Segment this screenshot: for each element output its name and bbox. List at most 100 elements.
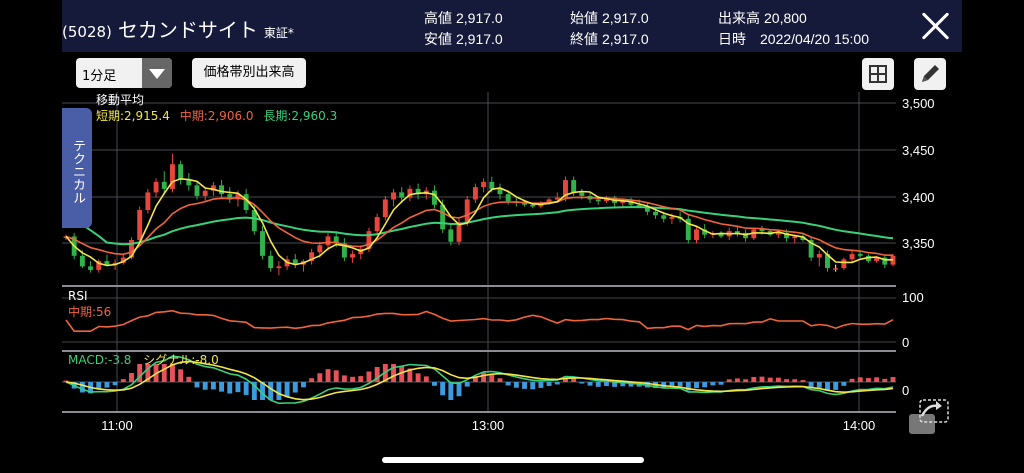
ma-legend: 短期:2,915.4 中期:2,906.0 長期:2,960.3 (96, 108, 337, 123)
stock-header: (5028) セカンドサイト 東証* 高値 2,917.0 安値 2,917.0 始値 2… (62, 0, 962, 52)
candle (341, 238, 347, 262)
macd-bar (374, 367, 380, 382)
y-tick-3500: 3,500 (902, 96, 935, 111)
macd-bar (890, 377, 896, 382)
quote-low: 安値 2,917.0 (424, 31, 503, 47)
quote-datetime: 日時 2022/04/20 15:00 (718, 31, 869, 47)
long-ma-label: 長期:2,960.3 (263, 109, 337, 123)
macd-bar (808, 382, 814, 388)
macd-bar (874, 377, 880, 382)
candle (382, 195, 388, 221)
macd-bar (849, 378, 855, 382)
candle (448, 224, 454, 246)
macd-bar (210, 382, 216, 390)
candle (260, 225, 265, 260)
macd-bar (694, 382, 699, 389)
grid-layout-button[interactable] (862, 58, 894, 90)
candle (472, 183, 478, 203)
candle (432, 185, 437, 209)
candle (808, 236, 814, 262)
macd-bar (186, 376, 192, 382)
candle (120, 254, 126, 265)
candle (202, 187, 208, 202)
candle (734, 225, 740, 237)
macd-bar (530, 382, 536, 390)
macd-bar (358, 376, 364, 382)
technical-tab[interactable]: テクニカル (62, 108, 92, 228)
candle (849, 250, 855, 263)
short-ma-label: 短期:2,915.4 (96, 109, 170, 123)
macd-bar (202, 382, 208, 390)
period-select[interactable]: 1分足 (76, 58, 172, 88)
macd-bar (260, 382, 265, 400)
macd-bar (284, 382, 290, 398)
candle (276, 261, 282, 276)
macd-bar (841, 382, 847, 386)
candle (145, 188, 151, 214)
candle (857, 252, 863, 258)
candle (153, 178, 159, 198)
macd-bar (145, 364, 151, 382)
expand-icon[interactable] (906, 396, 950, 436)
macd-bar (120, 379, 126, 382)
candle (816, 250, 822, 267)
macd-bar (309, 378, 315, 382)
period-label: 1分足 (82, 69, 117, 84)
grid-icon (869, 65, 887, 83)
volume-by-price-button[interactable]: 価格帯別出来高 (192, 58, 306, 88)
market-label: 東証* (263, 26, 294, 40)
macd-bar (595, 382, 601, 387)
edit-button[interactable] (914, 58, 946, 90)
chart-toolbar: 1分足 価格帯別出来高 (62, 52, 962, 92)
stock-title: (5028) セカンドサイト 東証* (62, 14, 294, 43)
y-tick-3350: 3,350 (902, 236, 935, 251)
macd-bar (759, 376, 765, 382)
macd-bar (63, 380, 69, 382)
macd-bar (497, 378, 503, 382)
x-tick-1400: 14:00 (843, 418, 876, 433)
macd-bar (432, 382, 437, 386)
macd-bar (391, 364, 396, 382)
macd-bar (104, 382, 110, 388)
macd-bar (235, 382, 241, 393)
macd-bar (333, 370, 339, 382)
macd-bar (399, 366, 405, 382)
rsi-reference-lines (62, 297, 896, 343)
macd-bar (325, 369, 331, 382)
rsi-panel-title: RSI (68, 289, 88, 303)
mid-ma-line (65, 196, 894, 256)
candle (104, 254, 110, 267)
macd-bar (300, 382, 306, 388)
macd-bar (161, 364, 167, 382)
candle (219, 180, 225, 198)
macd-bar (481, 372, 487, 382)
rsi-mid-label: 中期:56 (68, 304, 111, 319)
stock-name: セカンドサイト (117, 18, 258, 42)
home-indicator[interactable] (382, 457, 644, 463)
macd-bar (169, 364, 175, 382)
macd-bar (423, 376, 429, 382)
long-ma-line (65, 206, 894, 246)
macd-bar (833, 382, 839, 390)
rsi-tick-0: 0 (902, 335, 909, 350)
candle (644, 202, 650, 216)
candle (178, 160, 184, 185)
macd-bar (677, 382, 683, 387)
macd-bar (751, 377, 757, 382)
macd-bar (489, 374, 495, 382)
macd-bar (612, 382, 618, 387)
macd-bar (816, 382, 822, 388)
macd-bar (857, 377, 863, 382)
macd-bar (554, 382, 560, 385)
candle (882, 255, 888, 269)
candlesticks (63, 153, 896, 276)
macd-bar (792, 379, 798, 382)
quote-volume: 出来高 20,800 (718, 10, 807, 26)
macd-bar (784, 379, 790, 382)
chevron-down-icon (142, 58, 172, 88)
macd-bar (415, 373, 421, 382)
macd-bar (440, 382, 446, 396)
candle (300, 259, 306, 272)
macd-bar (276, 382, 282, 400)
macd-bar (137, 364, 143, 382)
